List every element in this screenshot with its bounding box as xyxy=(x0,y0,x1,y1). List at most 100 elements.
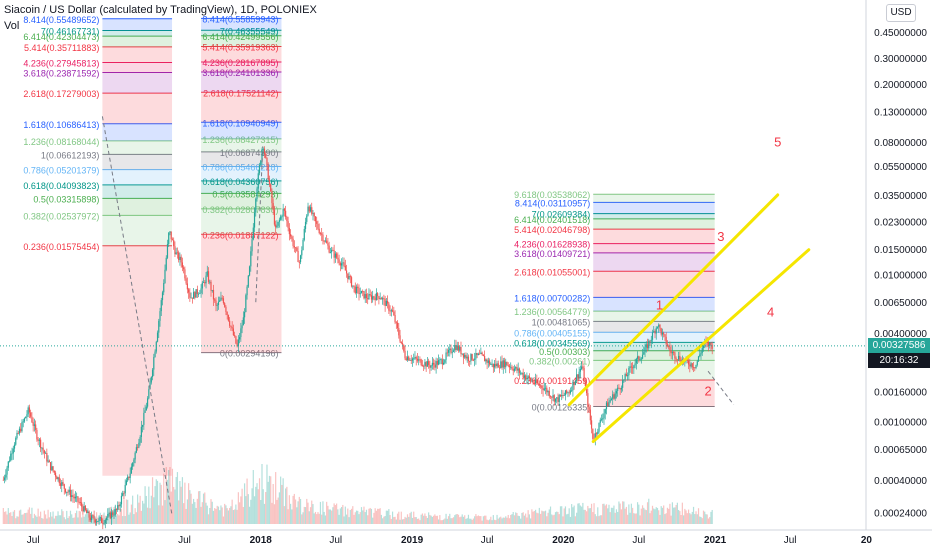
wave-label: 3 xyxy=(717,229,724,244)
volume-bar xyxy=(431,516,433,524)
volume-bar xyxy=(25,513,27,524)
candle-body xyxy=(358,288,360,294)
candle-body xyxy=(562,394,564,396)
candle-body xyxy=(546,387,548,393)
candle-body xyxy=(646,344,649,349)
candle-body xyxy=(171,239,174,241)
volume-bar xyxy=(336,503,338,524)
candle-body xyxy=(707,342,710,346)
candle-body xyxy=(360,290,363,294)
candle-body xyxy=(143,412,145,425)
candle-body xyxy=(258,165,261,174)
candle-body xyxy=(33,424,36,426)
volume-bar xyxy=(2,508,4,524)
candle-body xyxy=(675,358,677,360)
candle-body xyxy=(183,267,185,270)
fib-zone xyxy=(593,342,715,351)
volume-bar xyxy=(461,514,463,524)
volume-bar xyxy=(271,502,273,524)
volume-bar xyxy=(16,516,18,524)
volume-bar xyxy=(415,517,417,524)
candle-body xyxy=(26,414,28,417)
candle-body xyxy=(701,347,703,353)
volume-bar xyxy=(373,512,375,524)
volume-bar xyxy=(536,512,538,524)
volume-bar xyxy=(454,515,456,524)
candle-body xyxy=(563,395,565,396)
candle-body xyxy=(81,502,83,507)
fib-zone xyxy=(102,30,173,37)
volume-bar xyxy=(441,520,443,524)
candle-body xyxy=(215,300,217,306)
candle-body xyxy=(31,416,33,423)
volume-bar xyxy=(62,511,64,524)
volume-bar xyxy=(53,518,55,524)
candle-body xyxy=(553,395,555,402)
candle-body xyxy=(344,265,346,271)
candle-body xyxy=(151,369,154,377)
candle-body xyxy=(656,326,659,328)
volume-bar xyxy=(216,505,218,524)
candle-body xyxy=(410,360,412,361)
fib-zone xyxy=(201,193,282,209)
candle-body xyxy=(385,300,387,306)
candle-body xyxy=(711,344,713,349)
volume-bar xyxy=(500,516,502,524)
candle-body xyxy=(569,390,572,394)
volume-bar xyxy=(584,509,586,524)
volume-bar xyxy=(185,508,187,524)
volume-bar xyxy=(188,483,190,524)
currency-button[interactable]: USD xyxy=(886,4,916,22)
candle-body xyxy=(395,322,397,324)
volume-bar xyxy=(142,500,144,524)
candle-body xyxy=(353,285,355,287)
volume-bar xyxy=(399,519,401,524)
volume-bar xyxy=(518,516,521,524)
volume-bar xyxy=(692,506,695,524)
candle-body xyxy=(659,324,661,329)
candle-body xyxy=(535,379,537,384)
candle-body xyxy=(265,153,267,158)
volume-bar xyxy=(449,513,451,524)
volume-bar xyxy=(554,512,557,524)
volume-bar xyxy=(477,515,479,524)
fib-level-label: 1.236(0.08427315) xyxy=(202,135,278,145)
fib-zone xyxy=(593,380,715,407)
candle-body xyxy=(248,266,251,276)
candle-body xyxy=(230,325,232,327)
volume-bar xyxy=(567,513,569,524)
volume-bar xyxy=(389,515,391,524)
fib-level-label: 8.414(0.03110957) xyxy=(515,198,590,208)
volume-bar xyxy=(82,514,84,524)
candle-body xyxy=(380,298,382,300)
candle-body xyxy=(251,239,253,252)
volume-bar xyxy=(484,515,486,524)
candle-body xyxy=(440,359,442,361)
candle-body xyxy=(225,306,227,312)
candle-body xyxy=(316,221,318,224)
volume-bar xyxy=(563,508,565,524)
volume-bar xyxy=(262,489,264,524)
fib-zone xyxy=(102,62,173,73)
candle-body xyxy=(480,352,482,354)
candle-body xyxy=(408,356,410,361)
volume-bar xyxy=(374,508,376,524)
volume-bar xyxy=(119,508,121,524)
fib-level-label: 0.382(0.00261) xyxy=(529,356,590,366)
candle-body xyxy=(442,362,445,365)
volume-bar xyxy=(709,517,711,524)
candle-body xyxy=(694,367,696,369)
candle-body xyxy=(323,240,325,242)
candle-body xyxy=(127,476,129,481)
candle-body xyxy=(185,278,187,284)
volume-bar xyxy=(27,509,29,524)
candle-body xyxy=(293,245,295,248)
candle-body xyxy=(670,350,672,354)
volume-bar xyxy=(450,518,452,524)
candle-body xyxy=(137,447,139,448)
volume-bar xyxy=(339,508,341,524)
candle-body xyxy=(64,488,67,493)
candle-body xyxy=(348,276,350,279)
